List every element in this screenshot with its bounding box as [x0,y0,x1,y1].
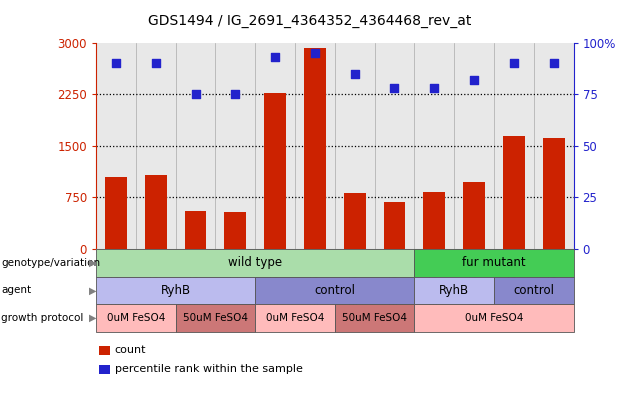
Text: control: control [513,284,554,297]
Bar [343,193,366,249]
Text: ▶: ▶ [89,286,97,295]
Bar [105,177,127,249]
Point [509,60,519,66]
Point [469,77,479,83]
Text: percentile rank within the sample: percentile rank within the sample [115,364,303,374]
Point [429,85,439,91]
Text: genotype/variation: genotype/variation [1,258,100,268]
Text: ▶: ▶ [89,258,97,268]
Bar [503,136,525,249]
Point [231,91,241,97]
Text: 0uM FeSO4: 0uM FeSO4 [465,313,523,323]
Point [270,54,280,60]
Text: wild type: wild type [228,256,282,269]
Bar [304,48,326,249]
Point [310,49,320,56]
Bar [423,192,445,249]
Text: count: count [115,345,146,355]
Text: 50uM FeSO4: 50uM FeSO4 [183,313,248,323]
Text: agent: agent [1,286,32,295]
Text: ▶: ▶ [89,313,97,323]
Bar [185,211,206,249]
Text: 0uM FeSO4: 0uM FeSO4 [107,313,165,323]
Point [350,70,360,77]
Text: 50uM FeSO4: 50uM FeSO4 [342,313,407,323]
Bar [542,138,565,249]
Text: control: control [314,284,355,297]
Text: GDS1494 / IG_2691_4364352_4364468_rev_at: GDS1494 / IG_2691_4364352_4364468_rev_at [148,14,472,28]
Bar [264,93,286,249]
Point [111,60,121,66]
Bar [224,212,246,249]
Bar [463,181,485,249]
Point [151,60,161,66]
Text: 0uM FeSO4: 0uM FeSO4 [266,313,324,323]
Text: fur mutant: fur mutant [462,256,526,269]
Text: growth protocol: growth protocol [1,313,84,323]
Point [389,85,399,91]
Point [190,91,200,97]
Bar [384,202,405,249]
Point [549,60,559,66]
Text: RyhB: RyhB [439,284,469,297]
Text: RyhB: RyhB [161,284,191,297]
Bar [145,175,167,249]
